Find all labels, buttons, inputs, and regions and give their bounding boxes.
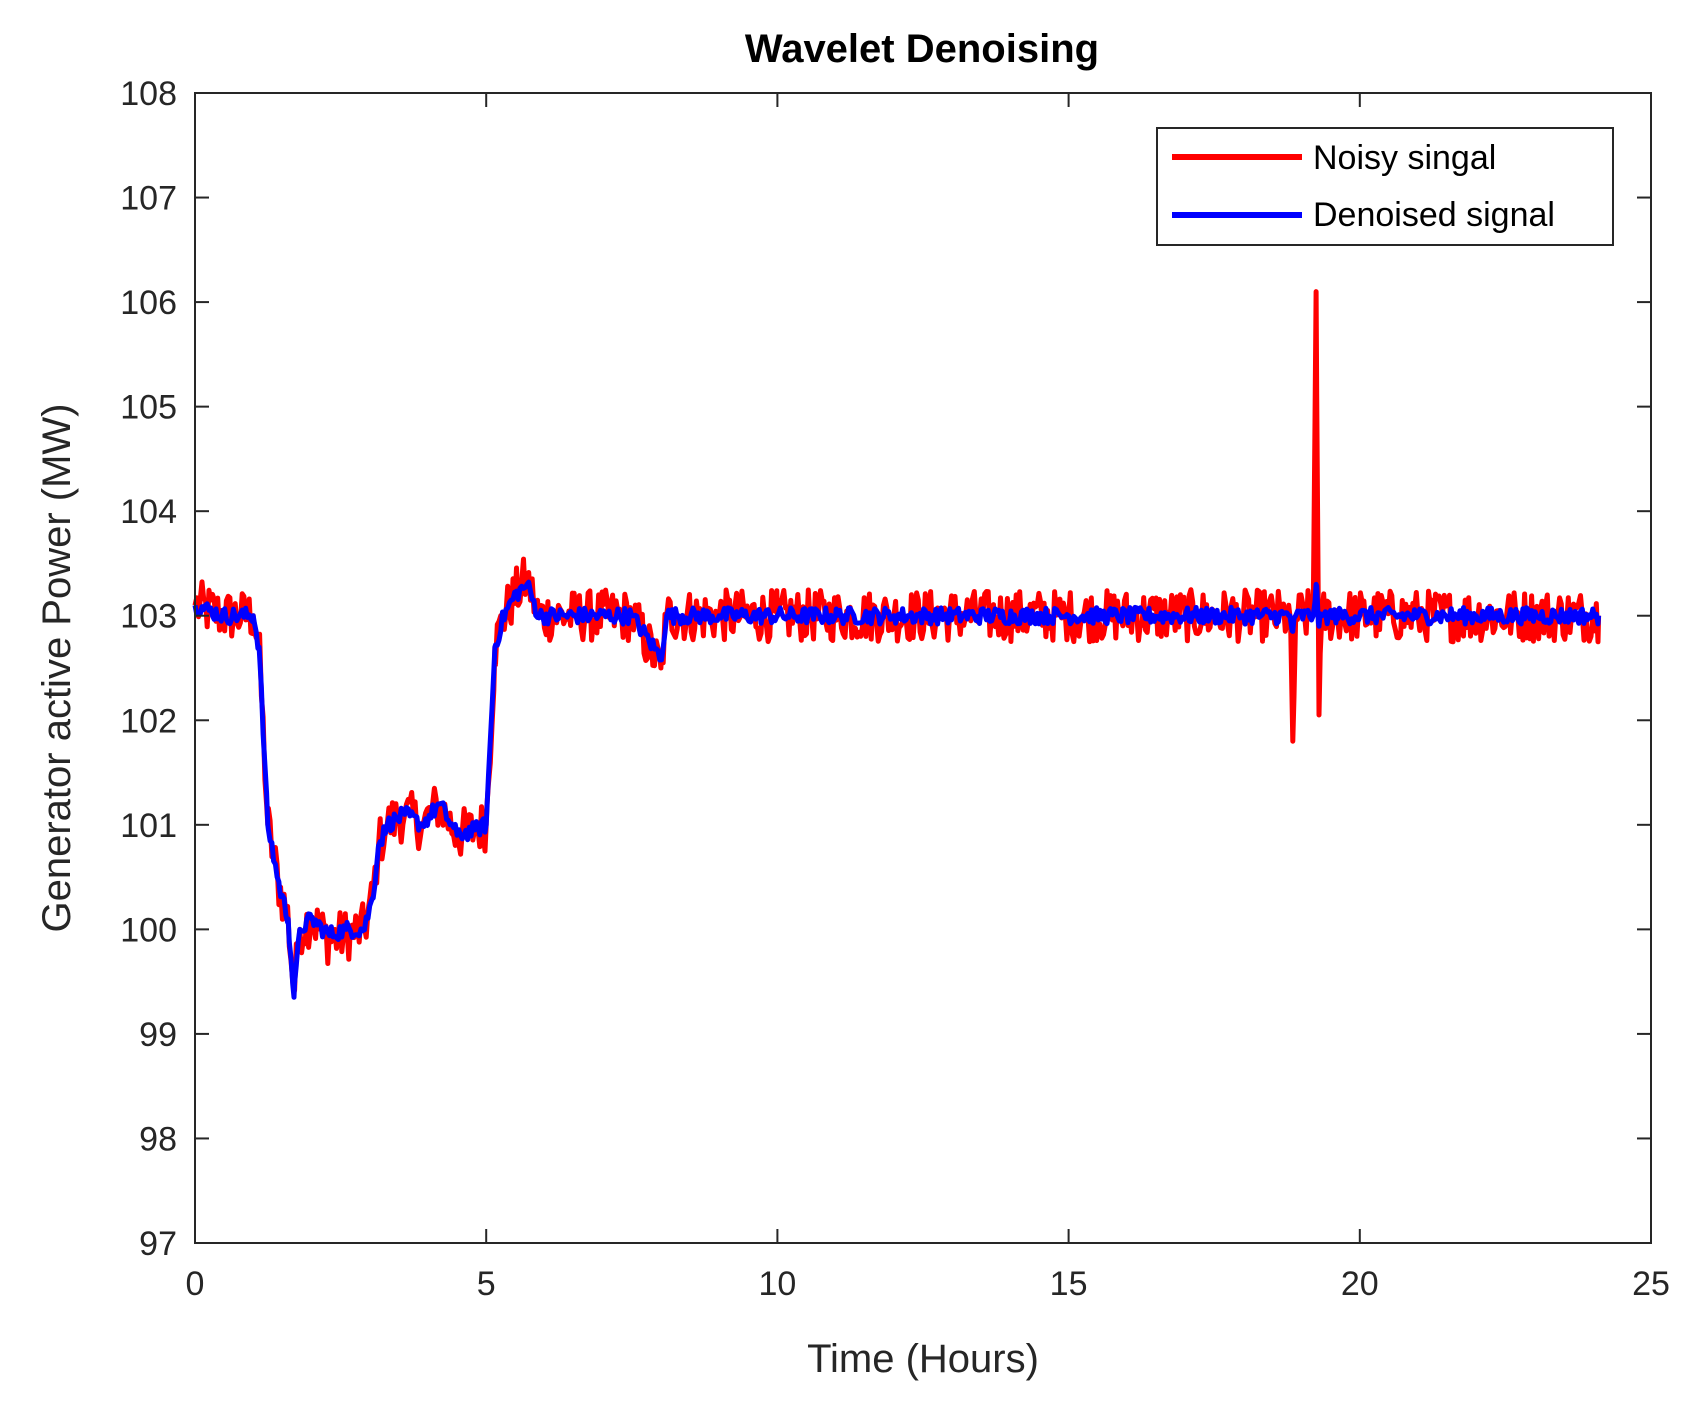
y-tick-label: 103 bbox=[120, 598, 177, 636]
y-tick-label: 97 bbox=[139, 1225, 177, 1263]
x-tick-label: 20 bbox=[1341, 1265, 1379, 1303]
plot-area-frame bbox=[194, 92, 1652, 1244]
x-tick-label: 10 bbox=[758, 1265, 796, 1303]
y-tick-label: 99 bbox=[139, 1016, 177, 1054]
x-tick-label: 15 bbox=[1050, 1265, 1088, 1303]
x-tick-label: 0 bbox=[186, 1265, 205, 1303]
y-axis-label: Generator active Power (MW) bbox=[35, 403, 79, 932]
y-tick-label: 108 bbox=[120, 75, 177, 113]
x-tick-label: 25 bbox=[1632, 1265, 1670, 1303]
y-tick-label: 105 bbox=[120, 389, 177, 427]
y-tick-label: 101 bbox=[120, 807, 177, 845]
legend-label-denoised: Denoised signal bbox=[1313, 196, 1555, 234]
y-tick-label: 98 bbox=[139, 1120, 177, 1158]
y-tick-label: 102 bbox=[120, 702, 177, 740]
chart-title: Wavelet Denoising bbox=[745, 27, 1099, 71]
noisy-signal-line bbox=[192, 289, 1602, 995]
x-tick-label: 5 bbox=[477, 1265, 496, 1303]
denoised-signal-line bbox=[192, 579, 1602, 1000]
x-axis-label: Time (Hours) bbox=[807, 1337, 1039, 1381]
series-layer bbox=[192, 289, 1602, 1000]
legend-box bbox=[1156, 127, 1614, 246]
y-tick-label: 106 bbox=[120, 284, 177, 322]
legend-label-noisy: Noisy singal bbox=[1313, 139, 1496, 177]
y-tick-label: 100 bbox=[120, 911, 177, 949]
tick-layer: 0 5 10 15 20 25 97 98 99 100 101 102 103 104 105 106 107… bbox=[120, 75, 1670, 1303]
legend[interactable]: Noisy singal Denoised signal bbox=[1156, 127, 1614, 246]
y-tick-label: 107 bbox=[120, 180, 177, 218]
y-tick-label: 104 bbox=[120, 493, 177, 531]
